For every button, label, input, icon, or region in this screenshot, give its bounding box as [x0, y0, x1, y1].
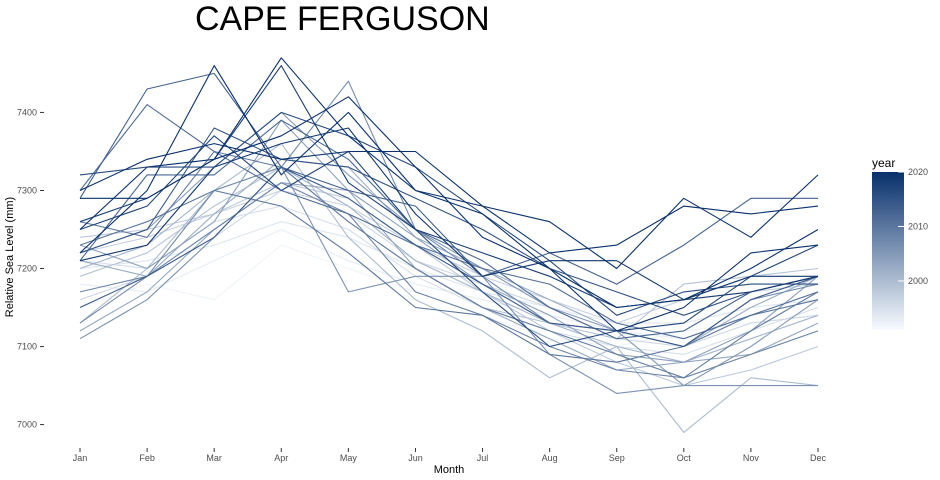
- series-line: [79, 135, 819, 348]
- legend-tick-label: 2020: [908, 167, 928, 177]
- series-line: [79, 104, 819, 340]
- series-line: [79, 127, 819, 316]
- legend-tick-label: 2010: [908, 221, 928, 231]
- y-tick-label: 7400: [17, 107, 37, 117]
- series-line: [79, 189, 819, 363]
- x-tick-label: Jul: [477, 453, 489, 463]
- x-tick-label: Nov: [743, 453, 760, 463]
- x-tick-label: May: [340, 453, 358, 463]
- x-tick-label: Feb: [139, 453, 155, 463]
- x-axis: Jan Feb Mar Apr May Jun Jul Aug Sep Oct Nov Dec: [73, 448, 827, 463]
- y-tick-label: 7200: [17, 264, 37, 274]
- series-line: [79, 57, 819, 309]
- y-tick-label: 7100: [17, 342, 37, 352]
- legend-colorbar: [872, 172, 904, 330]
- x-axis-title: Month: [434, 464, 465, 476]
- series-line: [79, 119, 819, 340]
- y-axis-title: Relative Sea Level (mm): [4, 197, 16, 317]
- series-line: [79, 182, 819, 387]
- x-tick-label: Jan: [73, 453, 88, 463]
- y-tick-label: 7300: [17, 185, 37, 195]
- legend-title: year: [872, 156, 896, 170]
- x-tick-label: Apr: [274, 453, 288, 463]
- x-tick-label: Mar: [206, 453, 222, 463]
- y-axis: 7000 7100 7200 7300 7400: [17, 107, 44, 430]
- series-line: [79, 111, 818, 316]
- x-tick-label: Dec: [810, 453, 827, 463]
- series-line: [80, 96, 819, 332]
- x-tick-label: Aug: [542, 453, 558, 463]
- series-line: [79, 166, 818, 394]
- series-lines: [79, 57, 819, 433]
- legend-tick-label: 2000: [908, 276, 928, 286]
- series-line: [79, 65, 819, 254]
- x-tick-label: Sep: [609, 453, 625, 463]
- series-line: [79, 143, 819, 270]
- series-line: [79, 182, 819, 379]
- y-tick-label: 7000: [17, 420, 37, 430]
- series-line: [79, 111, 819, 387]
- chart-title: CAPE FERGUSON: [195, 0, 490, 38]
- series-line: [79, 127, 818, 301]
- x-tick-label: Oct: [677, 453, 692, 463]
- series-line: [79, 143, 819, 433]
- series-line: [79, 166, 819, 348]
- x-tick-label: Jun: [408, 453, 423, 463]
- legend-ticks: 2000 2010 2020: [898, 167, 928, 286]
